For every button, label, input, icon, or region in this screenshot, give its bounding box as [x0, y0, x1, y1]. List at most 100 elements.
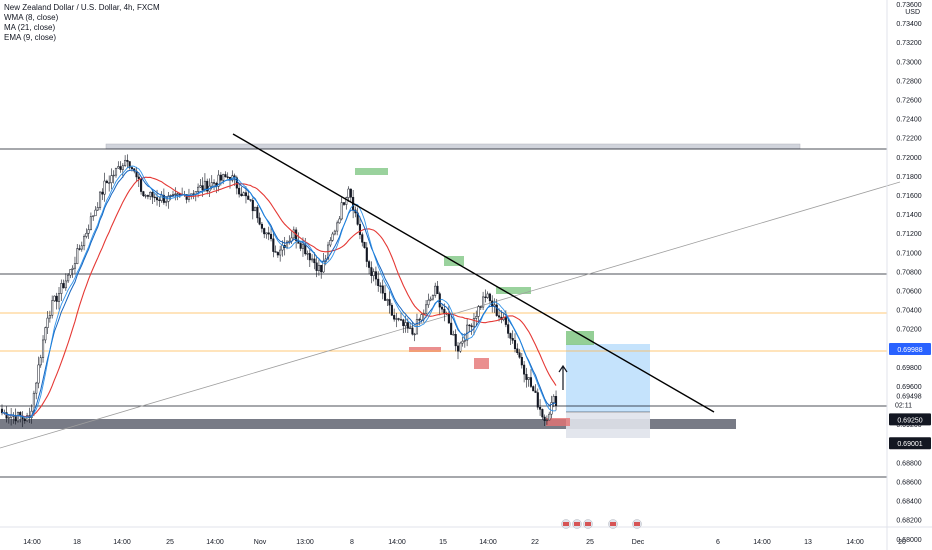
candle-body[interactable] [308, 253, 311, 261]
arrow-up-icon[interactable] [558, 364, 568, 390]
candle-body[interactable] [379, 285, 382, 287]
candle-body[interactable] [32, 392, 35, 412]
candle-body[interactable] [372, 271, 375, 277]
candle-body[interactable] [5, 412, 8, 419]
candle-body[interactable] [513, 340, 517, 349]
candle-body[interactable] [475, 316, 478, 319]
candle-body[interactable] [527, 377, 530, 380]
candle-body[interactable] [71, 267, 74, 270]
candle-body[interactable] [242, 192, 245, 197]
candle-body[interactable] [520, 356, 523, 366]
candle-body[interactable] [331, 233, 334, 241]
candle-body[interactable] [124, 159, 127, 166]
candle-body[interactable] [409, 327, 412, 329]
candle-body[interactable] [413, 333, 416, 336]
candle-body[interactable] [114, 167, 118, 176]
candle-body[interactable] [39, 357, 42, 366]
candle-body[interactable] [269, 233, 273, 240]
candle-body[interactable] [507, 324, 510, 334]
candle-body[interactable] [358, 224, 362, 235]
candle-body[interactable] [80, 245, 83, 250]
candle-body[interactable] [144, 195, 147, 197]
candle-body[interactable] [550, 402, 553, 415]
candle-body[interactable] [315, 262, 318, 271]
candle-body[interactable] [431, 295, 434, 300]
candle-body[interactable] [484, 296, 487, 298]
resistance-band[interactable] [105, 143, 801, 150]
candle-body[interactable] [212, 182, 216, 184]
candle-body[interactable] [247, 195, 250, 200]
candle-body[interactable] [516, 348, 519, 353]
candle-body[interactable] [486, 293, 489, 298]
candle-body[interactable] [511, 338, 514, 341]
candle-body[interactable] [545, 419, 548, 422]
candle-body[interactable] [57, 293, 61, 302]
candle-body[interactable] [395, 318, 398, 320]
candle-body[interactable] [121, 165, 124, 170]
candle-body[interactable] [404, 322, 407, 327]
candle-body[interactable] [370, 267, 373, 277]
candle-body[interactable] [53, 295, 56, 301]
candle-body[interactable] [258, 217, 261, 225]
candle-body[interactable] [450, 322, 453, 335]
candle-body[interactable] [301, 244, 305, 249]
candle-body[interactable] [128, 161, 131, 168]
candle-body[interactable] [73, 263, 77, 269]
candle-body[interactable] [85, 232, 88, 237]
candle-body[interactable] [532, 386, 535, 392]
demand-zone[interactable] [409, 347, 441, 352]
candle-body[interactable] [393, 315, 396, 320]
position-stop-zone[interactable] [566, 413, 650, 438]
candle-body[interactable] [155, 197, 159, 201]
candle-body[interactable] [87, 229, 90, 234]
symbol-title[interactable]: New Zealand Dollar / U.S. Dollar, 4h, FX… [4, 3, 160, 12]
candle-body[interactable] [224, 174, 227, 178]
candle-body[interactable] [304, 244, 307, 255]
candle-body[interactable] [265, 232, 268, 235]
candle-body[interactable] [119, 166, 122, 170]
candle-body[interactable] [46, 317, 49, 328]
candle-body[interactable] [336, 222, 339, 232]
candle-body[interactable] [222, 174, 225, 181]
candle-body[interactable] [62, 283, 65, 289]
candle-body[interactable] [320, 265, 323, 273]
supply-zone[interactable] [566, 331, 594, 345]
candle-body[interactable] [361, 234, 364, 243]
candle-body[interactable] [459, 342, 462, 352]
candle-body[interactable] [158, 199, 161, 201]
candle-body[interactable] [267, 232, 270, 235]
candle-body[interactable] [110, 175, 113, 183]
candle-body[interactable] [126, 159, 129, 162]
candle-body[interactable] [92, 215, 95, 217]
candle-body[interactable] [311, 258, 314, 261]
candle-body[interactable] [151, 191, 154, 198]
candle-body[interactable] [539, 406, 542, 410]
candle-body[interactable] [543, 416, 546, 421]
candle-body[interactable] [76, 248, 79, 264]
candle-body[interactable] [406, 322, 409, 329]
candle-body[interactable] [274, 251, 277, 253]
candle-body[interactable] [263, 228, 266, 235]
candle-body[interactable] [94, 209, 97, 217]
candle-body[interactable] [171, 194, 175, 196]
candle-body[interactable] [160, 194, 163, 201]
candle-body[interactable] [534, 390, 537, 393]
indicator-wma-label[interactable]: WMA (8, close) [4, 13, 59, 22]
candle-body[interactable] [377, 278, 380, 286]
candle-body[interactable] [16, 412, 20, 422]
candle-body[interactable] [472, 318, 476, 328]
candle-body[interactable] [83, 236, 86, 247]
candle-body[interactable] [292, 229, 295, 239]
candle-body[interactable] [368, 261, 371, 268]
candle-body[interactable] [509, 333, 512, 339]
candle-body[interactable] [217, 174, 220, 187]
candle-body[interactable] [219, 174, 222, 181]
supply-zone[interactable] [496, 287, 531, 294]
candle-body[interactable] [418, 319, 421, 321]
candle-body[interactable] [35, 382, 38, 394]
candle-body[interactable] [468, 324, 471, 327]
demand-zone[interactable] [474, 358, 489, 369]
candle-body[interactable] [48, 314, 51, 319]
